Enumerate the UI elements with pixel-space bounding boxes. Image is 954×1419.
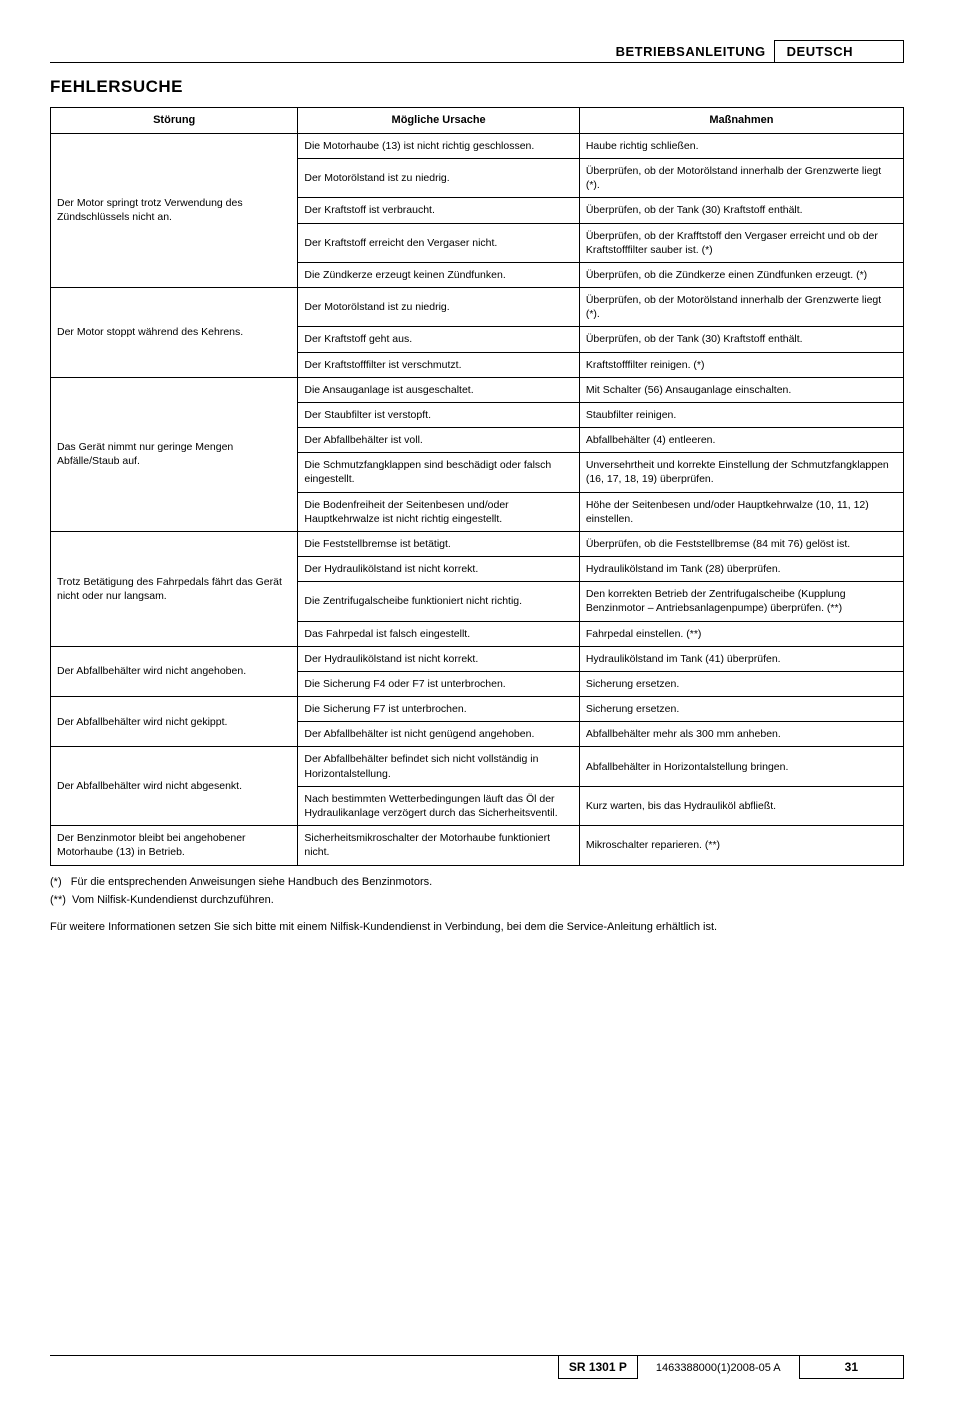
fault-cell: Der Abfallbehälter wird nicht angehoben. xyxy=(51,646,298,696)
footnote-2-marker: (**) xyxy=(50,894,66,906)
cause-cell: Der Abfallbehälter ist voll. xyxy=(298,428,579,453)
footnote-2-text: Vom Nilfisk-Kundendienst durchzuführen. xyxy=(72,894,274,906)
cause-cell: Die Motorhaube (13) ist nicht richtig ge… xyxy=(298,133,579,158)
table-row: Der Motor springt trotz Verwendung des Z… xyxy=(51,133,904,158)
section-title: FEHLERSUCHE xyxy=(50,77,904,97)
cause-cell: Der Motorölstand ist zu niedrig. xyxy=(298,159,579,198)
cause-cell: Die Ansauganlage ist ausgeschaltet. xyxy=(298,377,579,402)
action-cell: Überprüfen, ob der Motorölstand innerhal… xyxy=(579,288,903,327)
footer-model: SR 1301 P xyxy=(558,1356,638,1379)
troubleshooting-table: Störung Mögliche Ursache Maßnahmen Der M… xyxy=(50,107,904,866)
action-cell: Abfallbehälter in Horizontalstellung bri… xyxy=(579,747,903,786)
table-row: Der Abfallbehälter wird nicht gekippt.Di… xyxy=(51,697,904,722)
action-cell: Überprüfen, ob die Zündkerze einen Zündf… xyxy=(579,262,903,287)
fault-cell: Der Abfallbehälter wird nicht abgesenkt. xyxy=(51,747,298,826)
cause-cell: Die Sicherung F7 ist unterbrochen. xyxy=(298,697,579,722)
info-paragraph: Für weitere Informationen setzen Sie sic… xyxy=(50,919,904,936)
action-cell: Den korrekten Betrieb der Zentrifugalsch… xyxy=(579,582,903,621)
cause-cell: Die Feststellbremse ist betätigt. xyxy=(298,531,579,556)
footnote-1-marker: (*) xyxy=(50,876,62,888)
col-header-action: Maßnahmen xyxy=(579,108,903,134)
cause-cell: Der Kraftstoff geht aus. xyxy=(298,327,579,352)
action-cell: Sicherung ersetzen. xyxy=(579,697,903,722)
table-row: Der Abfallbehälter wird nicht abgesenkt.… xyxy=(51,747,904,786)
action-cell: Überprüfen, ob die Feststellbremse (84 m… xyxy=(579,531,903,556)
action-cell: Abfallbehälter mehr als 300 mm anheben. xyxy=(579,722,903,747)
action-cell: Überprüfen, ob der Tank (30) Kraftstoff … xyxy=(579,327,903,352)
page-footer: SR 1301 P 1463388000(1)2008-05 A 31 xyxy=(50,1355,904,1379)
fault-cell: Der Motor stoppt während des Kehrens. xyxy=(51,288,298,378)
cause-cell: Die Zentrifugalscheibe funktioniert nich… xyxy=(298,582,579,621)
cause-cell: Nach bestimmten Wetterbedingungen läuft … xyxy=(298,786,579,825)
footer-doc-number: 1463388000(1)2008-05 A xyxy=(638,1358,799,1378)
cause-cell: Das Fahrpedal ist falsch eingestellt. xyxy=(298,621,579,646)
cause-cell: Der Abfallbehälter befindet sich nicht v… xyxy=(298,747,579,786)
action-cell: Unversehrtheit und korrekte Einstellung … xyxy=(579,453,903,492)
fault-cell: Der Abfallbehälter wird nicht gekippt. xyxy=(51,697,298,747)
action-cell: Kurz warten, bis das Hydrauliköl abfließ… xyxy=(579,786,903,825)
table-header-row: Störung Mögliche Ursache Maßnahmen xyxy=(51,108,904,134)
action-cell: Überprüfen, ob der Tank (30) Kraftstoff … xyxy=(579,198,903,223)
table-row: Der Abfallbehälter wird nicht angehoben.… xyxy=(51,646,904,671)
page-header: BETRIEBSANLEITUNG DEUTSCH xyxy=(50,40,904,63)
action-cell: Hydraulikölstand im Tank (41) überprüfen… xyxy=(579,646,903,671)
table-row: Der Benzinmotor bleibt bei angehobener M… xyxy=(51,826,904,865)
cause-cell: Der Hydraulikölstand ist nicht korrekt. xyxy=(298,557,579,582)
fault-cell: Der Motor springt trotz Verwendung des Z… xyxy=(51,133,298,287)
cause-cell: Der Hydraulikölstand ist nicht korrekt. xyxy=(298,646,579,671)
action-cell: Sicherung ersetzen. xyxy=(579,671,903,696)
cause-cell: Sicherheitsmikroschalter der Motorhaube … xyxy=(298,826,579,865)
cause-cell: Der Kraftstoff erreicht den Vergaser nic… xyxy=(298,223,579,262)
cause-cell: Die Sicherung F4 oder F7 ist unterbroche… xyxy=(298,671,579,696)
cause-cell: Der Kraftstoff ist verbraucht. xyxy=(298,198,579,223)
fault-cell: Das Gerät nimmt nur geringe Mengen Abfäl… xyxy=(51,377,298,531)
action-cell: Fahrpedal einstellen. (**) xyxy=(579,621,903,646)
cause-cell: Die Schmutzfangklappen sind beschädigt o… xyxy=(298,453,579,492)
footnotes: (*) Für die entsprechenden Anweisungen s… xyxy=(50,874,904,909)
action-cell: Abfallbehälter (4) entleeren. xyxy=(579,428,903,453)
action-cell: Höhe der Seitenbesen und/oder Hauptkehrw… xyxy=(579,492,903,531)
action-cell: Hydraulikölstand im Tank (28) überprüfen… xyxy=(579,557,903,582)
cause-cell: Die Bodenfreiheit der Seitenbesen und/od… xyxy=(298,492,579,531)
action-cell: Kraftstofffilter reinigen. (*) xyxy=(579,352,903,377)
col-header-cause: Mögliche Ursache xyxy=(298,108,579,134)
cause-cell: Der Motorölstand ist zu niedrig. xyxy=(298,288,579,327)
cause-cell: Der Kraftstofffilter ist verschmutzt. xyxy=(298,352,579,377)
action-cell: Mikroschalter reparieren. (**) xyxy=(579,826,903,865)
table-row: Trotz Betätigung des Fahrpedals fährt da… xyxy=(51,531,904,556)
fault-cell: Trotz Betätigung des Fahrpedals fährt da… xyxy=(51,531,298,646)
footer-page-number: 31 xyxy=(799,1356,904,1379)
fault-cell: Der Benzinmotor bleibt bei angehobener M… xyxy=(51,826,298,865)
table-row: Das Gerät nimmt nur geringe Mengen Abfäl… xyxy=(51,377,904,402)
footnote-1: (*) Für die entsprechenden Anweisungen s… xyxy=(50,874,904,891)
doc-type-label: BETRIEBSANLEITUNG xyxy=(616,44,766,59)
col-header-fault: Störung xyxy=(51,108,298,134)
table-row: Der Motor stoppt während des Kehrens.Der… xyxy=(51,288,904,327)
cause-cell: Die Zündkerze erzeugt keinen Zündfunken. xyxy=(298,262,579,287)
cause-cell: Der Staubfilter ist verstopft. xyxy=(298,402,579,427)
footnote-1-text: Für die entsprechenden Anweisungen siehe… xyxy=(71,876,432,888)
language-box: DEUTSCH xyxy=(774,40,904,62)
action-cell: Staubfilter reinigen. xyxy=(579,402,903,427)
footnote-2: (**) Vom Nilfisk-Kundendienst durchzufüh… xyxy=(50,892,904,909)
action-cell: Mit Schalter (56) Ansauganlage einschalt… xyxy=(579,377,903,402)
action-cell: Haube richtig schließen. xyxy=(579,133,903,158)
cause-cell: Der Abfallbehälter ist nicht genügend an… xyxy=(298,722,579,747)
action-cell: Überprüfen, ob der Krafftstoff den Verga… xyxy=(579,223,903,262)
action-cell: Überprüfen, ob der Motorölstand innerhal… xyxy=(579,159,903,198)
